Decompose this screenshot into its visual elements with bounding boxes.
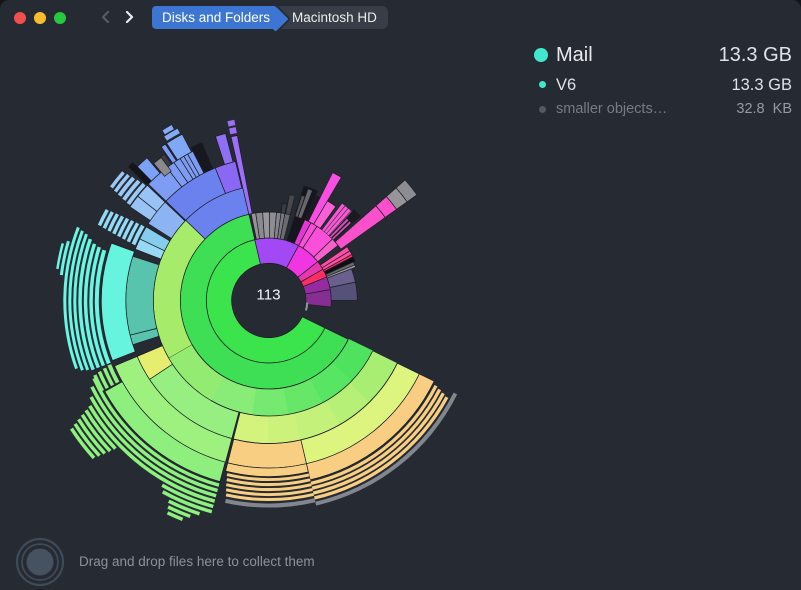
svg-text:113: 113 xyxy=(256,287,280,304)
